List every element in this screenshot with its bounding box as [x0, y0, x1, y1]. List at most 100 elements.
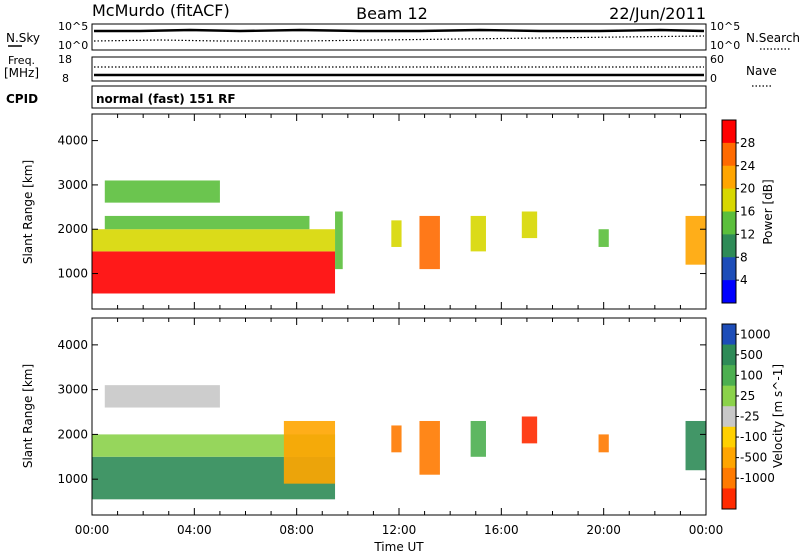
velocity-echo-region: [598, 434, 609, 453]
time-tick-label: 00:00: [75, 523, 110, 537]
nsky-label: N.Sky: [6, 31, 40, 45]
station-title: McMurdo (fitACF): [92, 1, 230, 20]
velocity-colorbar-tick-label: 25: [740, 389, 755, 403]
power-echo-region: [92, 229, 336, 252]
power-colorbar-tick-label: 24: [740, 159, 755, 173]
power-echo-region: [104, 180, 220, 203]
velocity-colorbar-tick-label: -25: [740, 410, 760, 424]
power-echo-region: [391, 220, 402, 247]
power-y-tick-label: 2000: [57, 222, 88, 236]
power-colorbar-label: Power [dB]: [761, 179, 775, 244]
beam-title: Beam 12: [356, 4, 428, 23]
velocity-echo-marks: [92, 385, 706, 500]
power-y-tick-label: 1000: [57, 267, 88, 281]
velocity-colorbar-segment: [722, 385, 736, 407]
nave-tick-top: 60: [710, 53, 724, 66]
velocity-y-tick-label: 4000: [57, 338, 88, 352]
cpid-label: CPID: [6, 92, 38, 106]
velocity-colorbar-segment: [722, 426, 736, 448]
velocity-colorbar-segment: [722, 447, 736, 469]
freq-tick-bottom: 8: [62, 72, 69, 85]
velocity-echo-region: [419, 420, 440, 475]
power-echo-region: [598, 229, 609, 247]
velocity-echo-region: [685, 420, 706, 471]
nave-label: Nave: [746, 64, 777, 78]
power-echo-marks: [92, 180, 706, 294]
velocity-colorbar-tick-label: 100: [740, 368, 763, 382]
velocity-echo-region: [521, 416, 538, 444]
velocity-y-tick-label: 3000: [57, 383, 88, 397]
velocity-echo-region: [283, 420, 336, 484]
power-colorbar-segment: [722, 280, 736, 304]
time-tick-label: 12:00: [382, 523, 417, 537]
velocity-colorbar-segment: [722, 406, 736, 428]
nsearch-tick-bottom: 10^0: [710, 39, 740, 52]
time-tick-labels: 00:00 04:00 08:00 12:00 16:00 20:00 00:00: [75, 523, 724, 537]
time-tick-label: 00:00: [689, 523, 724, 537]
velocity-panel: 1000 2000 3000 4000 Slant Range [km] 1000 50…: [21, 317, 785, 516]
freq-label: Freq.: [8, 54, 35, 67]
velocity-colorbar-segment: [722, 365, 736, 387]
velocity-echo-region: [470, 420, 486, 457]
freq-tick-top: 18: [58, 53, 72, 66]
power-colorbar-segment: [722, 188, 736, 212]
power-echo-region: [104, 215, 310, 230]
power-colorbar-segment: [722, 120, 736, 144]
velocity-colorbar-tick-label: 500: [740, 348, 763, 362]
power-colorbar-tick-label: 8: [740, 250, 748, 264]
cpid-text: normal (fast) 151 RF: [96, 92, 236, 106]
nsky-tick-bottom: 10^0: [58, 39, 88, 52]
velocity-x-ticks: [91, 318, 707, 515]
velocity-echo-region: [104, 385, 220, 408]
freq-panel: Freq. [MHz] 18 8 60 0 Nave: [4, 53, 777, 87]
power-colorbar-tick-label: 16: [740, 205, 755, 219]
nave-tick-bottom: 0: [710, 72, 717, 85]
power-echo-region: [92, 251, 336, 294]
cpid-panel: CPID normal (fast) 151 RF: [6, 85, 707, 109]
time-axis-label: Time UT: [373, 540, 424, 554]
nsearch-tick-top: 10^5: [710, 20, 740, 33]
nsky-tick-top: 10^5: [58, 20, 88, 33]
velocity-y-tick-label: 1000: [57, 472, 88, 486]
velocity-colorbar-segment: [722, 344, 736, 366]
velocity-colorbar-tick-label: -1000: [740, 471, 775, 485]
power-echo-region: [419, 215, 440, 270]
time-tick-label: 16:00: [484, 523, 519, 537]
velocity-colorbar-tick-label: 1000: [740, 327, 771, 341]
power-colorbar: 4 8 12 16 20 24 28: [721, 119, 755, 304]
date-title: 22/Jun/2011: [609, 4, 706, 23]
nsearch-label: N.Search: [746, 31, 800, 45]
power-echo-region: [685, 215, 706, 265]
velocity-colorbar: 1000 500 100 25 -25 -100 -500 -1000: [721, 323, 775, 510]
velocity-colorbar-label: Velocity [m s^-1]: [771, 364, 785, 468]
velocity-echo-region: [391, 425, 402, 453]
power-y-ticks: 1000 2000 3000 4000: [57, 134, 706, 281]
power-colorbar-tick-label: 28: [740, 136, 755, 150]
power-echo-region: [470, 215, 486, 252]
power-colorbar-segment: [722, 165, 736, 190]
power-colorbar-segment: [722, 257, 736, 281]
nsky-panel: N.Sky 10^5 10^0 10^5 10^0 N.Search: [6, 20, 800, 52]
power-colorbar-tick-label: 20: [740, 182, 755, 196]
velocity-colorbar-segment: [722, 324, 736, 346]
time-tick-label: 20:00: [586, 523, 621, 537]
velocity-y-ticks: 1000 2000 3000 4000: [57, 338, 706, 486]
time-tick-label: 08:00: [279, 523, 314, 537]
time-tick-label: 04:00: [177, 523, 212, 537]
velocity-colorbar-tick-label: -500: [740, 451, 767, 465]
power-y-axis-label: Slant Range [km]: [21, 160, 35, 264]
velocity-colorbar-segment: [722, 467, 736, 489]
velocity-y-axis-label: Slant Range [km]: [21, 364, 35, 468]
power-colorbar-tick-label: 12: [740, 227, 755, 241]
power-colorbar-segment: [722, 234, 736, 258]
power-colorbar-segment: [722, 142, 736, 167]
power-echo-region: [521, 211, 538, 239]
velocity-y-tick-label: 2000: [57, 427, 88, 441]
power-panel: 1000 2000 3000 4000 Slant Range [km] 4 8 12 16…: [21, 113, 775, 310]
velocity-echo-region: [92, 434, 336, 457]
power-y-tick-label: 3000: [57, 178, 88, 192]
power-colorbar-tick-label: 4: [740, 273, 748, 287]
nsearch-trace: [93, 35, 705, 42]
velocity-colorbar-segment: [722, 488, 736, 510]
